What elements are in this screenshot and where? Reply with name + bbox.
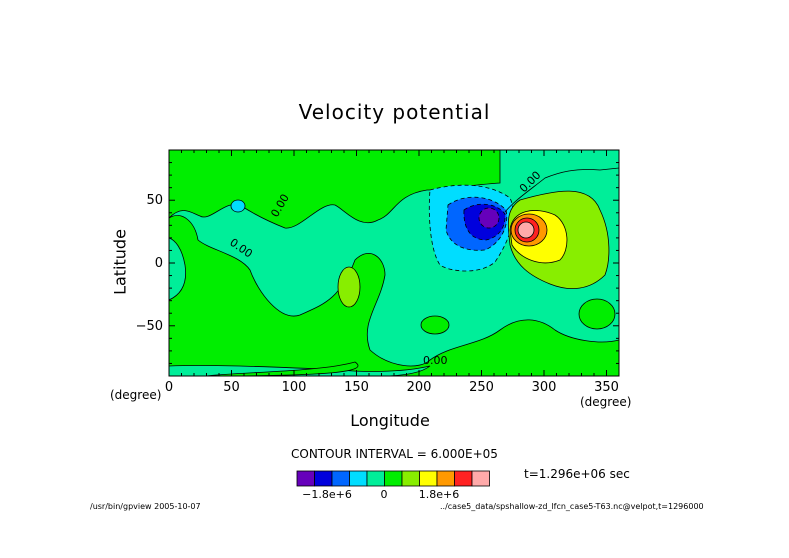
colorbar-cell: [314, 470, 333, 487]
contour-region-pos-strip1: [169, 237, 187, 301]
x-tick-label: 200: [407, 380, 432, 395]
y-tick-label: 0: [155, 256, 163, 271]
contour-neg-center: [478, 207, 500, 229]
contour-region-positive-west: [169, 150, 501, 229]
x-tick-label: 350: [594, 380, 619, 395]
y-tick-label: 50: [146, 193, 163, 208]
contour-interval-text: CONTOUR INTERVAL = 6.000E+05: [291, 447, 498, 461]
x-axis-label: Longitude: [350, 411, 430, 430]
x-tick-label: 150: [344, 380, 369, 395]
colorbar-cell: [454, 470, 473, 487]
contour-patch-eastern-high: [230, 199, 246, 213]
colorbar-cell: [419, 470, 438, 487]
x-axis-unit: (degree): [580, 395, 632, 409]
footer-left: /usr/bin/gpview 2005-10-07: [90, 502, 201, 511]
contour-label: 0.00: [423, 354, 448, 367]
colorbar-cell: [349, 470, 368, 487]
x-tick-label: 50: [223, 380, 240, 395]
colorbar-cell: [384, 470, 403, 487]
x-tick-label: 250: [469, 380, 494, 395]
colorbar-label: 1.8e+6: [419, 488, 459, 501]
colorbar-cell: [296, 470, 315, 487]
contour-region-positive-southwest: [169, 215, 619, 376]
contour-field: [169, 150, 619, 376]
y-axis-label: Latitude: [110, 229, 130, 295]
axis-ticks: [168, 150, 620, 376]
contour-patch-south-pacific: [578, 298, 616, 330]
colorbar: −1.8e+6 0 1.8e+6: [296, 470, 490, 501]
colorbar-cell: [331, 470, 350, 487]
zero-contour-line: [504, 167, 619, 213]
x-tick-label: 300: [532, 380, 557, 395]
x-tick-label: 100: [282, 380, 307, 395]
x-tick-label: 0: [165, 380, 173, 395]
contour-patch-indian: [337, 266, 361, 308]
axis-tick-labels: 0 50 100 150 200 250 300 350 −50 0 50: [136, 193, 619, 395]
colorbar-cell: [401, 470, 420, 487]
colorbar-label: −1.8e+6: [302, 488, 352, 501]
y-tick-label: −50: [136, 319, 163, 334]
time-text: t=1.296e+06 sec: [524, 467, 630, 481]
colorbar-cell: [436, 470, 455, 487]
colorbar-label: 0: [381, 488, 388, 501]
chart-title: Velocity potential: [298, 100, 491, 124]
colorbar-cell: [366, 470, 385, 487]
footer-right: ../case5_data/spshallow-zd_lfcn_case5-T6…: [440, 502, 704, 511]
contour-patch-north-africa: [205, 361, 359, 376]
contour-pos-center: [517, 221, 535, 239]
contour-patch-mid-atlantic: [420, 315, 450, 335]
colorbar-cell: [471, 470, 490, 487]
y-axis-unit: (degree): [110, 388, 162, 402]
